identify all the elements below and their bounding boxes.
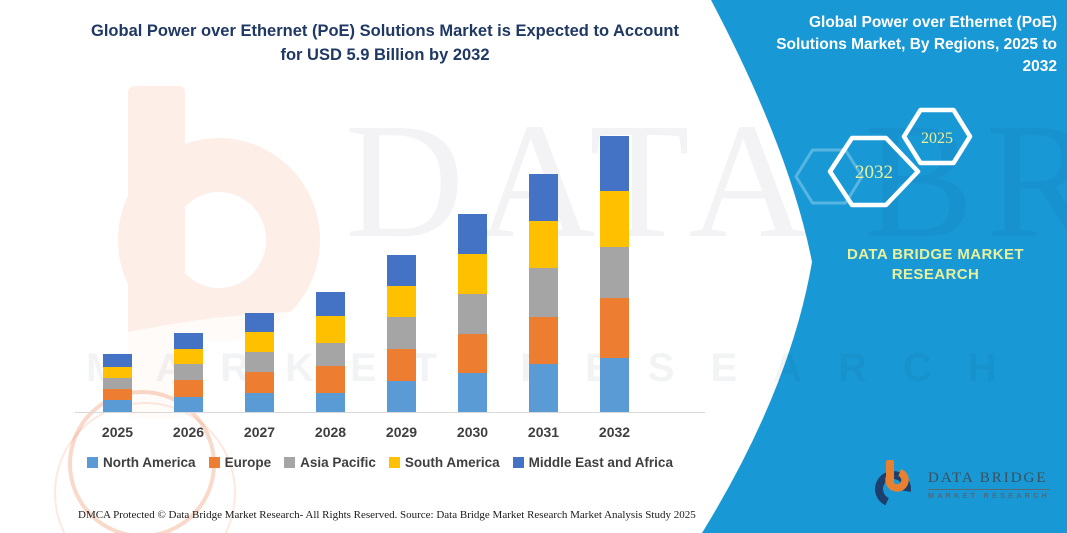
bar-segment <box>458 294 487 335</box>
bar-segment <box>458 373 487 412</box>
year-hexagons: 2032 2025 <box>794 107 973 208</box>
page-title-line1: Global Power over Ethernet (PoE) Solutio… <box>91 22 679 40</box>
legend-swatch <box>284 457 296 468</box>
bar-segment <box>458 253 487 295</box>
legend-swatch <box>512 457 524 468</box>
bar-2026 <box>174 332 203 412</box>
bar-segment <box>600 357 629 412</box>
bar-segment <box>245 352 274 372</box>
bar-segment <box>103 388 132 400</box>
bar-segment <box>600 190 629 248</box>
bar-2025 <box>103 354 132 412</box>
bar-segment <box>529 363 558 412</box>
legend-label: South America <box>404 455 500 470</box>
bar-segment <box>103 354 132 368</box>
bar-segment <box>600 247 629 298</box>
x-axis-label: 2028 <box>314 424 347 440</box>
bar-segment <box>245 392 274 412</box>
side-panel-title: Global Power over Ethernet (PoE) Solutio… <box>776 14 1057 75</box>
legend-label: Middle East and Africa <box>528 455 673 470</box>
bar-segment <box>600 135 629 191</box>
bar-segment <box>316 392 345 412</box>
hexagon-ghost <box>794 148 864 205</box>
source-text: Source: Data Bridge Market Research Mark… <box>400 509 696 521</box>
bar-segment <box>387 348 416 381</box>
bar-2029 <box>387 254 416 412</box>
hexagon-2032-label: 2032 <box>855 162 893 183</box>
bar-2030 <box>458 213 487 412</box>
x-axis-label: 2025 <box>101 424 134 440</box>
bar-segment <box>458 213 487 254</box>
bar-2028 <box>316 291 345 412</box>
legend-swatch <box>208 457 220 468</box>
x-axis-line <box>75 412 705 413</box>
bar-segment <box>103 399 132 412</box>
x-axis-label: 2030 <box>456 424 489 440</box>
bar-segment <box>458 334 487 374</box>
bar-segment <box>103 377 132 389</box>
bar-segment <box>600 297 629 358</box>
bar-segment <box>174 396 203 412</box>
bar-segment <box>387 285 416 317</box>
legend-label: Asia Pacific <box>300 455 376 470</box>
legend-label: North America <box>103 455 196 470</box>
bar-segment <box>174 364 203 380</box>
bar-segment <box>245 371 274 393</box>
hexagon-2032 <box>827 135 921 208</box>
bar-2031 <box>529 173 558 412</box>
x-axis-label: 2029 <box>385 424 418 440</box>
legend-item: North America <box>87 455 196 470</box>
legend-label: Europe <box>224 455 272 470</box>
x-axis-label: 2027 <box>243 424 276 440</box>
bar-segment <box>174 332 203 349</box>
bar-segment <box>316 365 345 393</box>
logo-title: DATA BRIDGE <box>928 470 1051 490</box>
x-axis-label: 2032 <box>598 424 631 440</box>
legend-swatch <box>388 457 400 468</box>
page-title: Global Power over Ethernet (PoE) Solutio… <box>55 20 715 68</box>
bar-2027 <box>245 312 274 412</box>
databridge-logo: DATA BRIDGE MARKET RESEARCH <box>874 460 1051 510</box>
bar-segment <box>245 332 274 353</box>
brand-name: DATA BRIDGE MARKET RESEARCH <box>847 246 1024 284</box>
logo-subtitle: MARKET RESEARCH <box>928 493 1051 500</box>
bar-segment <box>529 268 558 317</box>
bar-segment <box>174 348 203 365</box>
bar-segment <box>387 254 416 286</box>
hexagon-2025-label: 2025 <box>921 130 953 147</box>
legend-item: Middle East and Africa <box>512 455 673 470</box>
bar-segment <box>529 221 558 269</box>
bar-segment <box>316 316 345 343</box>
databridge-logo-mark <box>875 460 911 507</box>
bar-segment <box>387 316 416 349</box>
bar-segment <box>529 316 558 364</box>
page-title-line2: for USD 5.9 Billion by 2032 <box>280 45 490 64</box>
bar-segment <box>529 173 558 222</box>
x-axis-label: 2026 <box>172 424 205 440</box>
copyright-text: DMCA Protected © Data Bridge Market Rese… <box>78 509 398 521</box>
bar-segment <box>316 342 345 366</box>
bar-2032 <box>600 135 629 412</box>
legend-swatch <box>87 457 99 468</box>
x-axis-label: 2031 <box>527 424 560 440</box>
chart-legend: North America Europe Asia Pacific South Ame… <box>68 455 692 470</box>
legend-item: South America <box>388 455 500 470</box>
bar-segment <box>387 380 416 412</box>
legend-item: Europe <box>208 455 272 470</box>
hexagon-2025 <box>901 107 973 166</box>
legend-item: Asia Pacific <box>284 455 376 470</box>
bar-segment <box>174 379 203 397</box>
bar-segment <box>103 367 132 378</box>
bar-segment <box>316 291 345 317</box>
bar-segment <box>245 312 274 333</box>
